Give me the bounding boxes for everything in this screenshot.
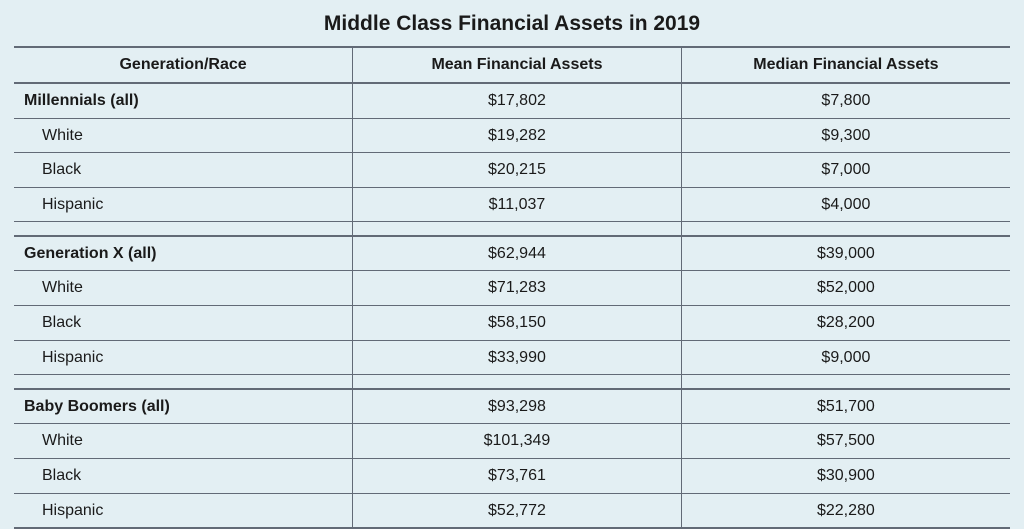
col-header-median: Median Financial Assets: [681, 47, 1010, 83]
page-title: Middle Class Financial Assets in 2019: [14, 12, 1010, 36]
cell-median: $7,000: [681, 153, 1010, 188]
table-row: Hispanic$52,772$22,280: [14, 493, 1010, 528]
cell-label: Hispanic: [14, 187, 353, 222]
assets-table: Generation/Race Mean Financial Assets Me…: [14, 46, 1010, 529]
spacer-row: [14, 375, 1010, 389]
table-row: White$71,283$52,000: [14, 271, 1010, 306]
cell-label: Hispanic: [14, 493, 353, 528]
cell-median: $22,280: [681, 493, 1010, 528]
cell-label: White: [14, 424, 353, 459]
table-header-row: Generation/Race Mean Financial Assets Me…: [14, 47, 1010, 83]
cell-mean: $71,283: [353, 271, 682, 306]
col-header-mean: Mean Financial Assets: [353, 47, 682, 83]
table-row: Hispanic$11,037$4,000: [14, 187, 1010, 222]
table-row: Black$58,150$28,200: [14, 306, 1010, 341]
cell-mean: $20,215: [353, 153, 682, 188]
cell-label: Generation X (all): [14, 236, 353, 271]
cell-label: Black: [14, 153, 353, 188]
cell-label: Black: [14, 458, 353, 493]
cell-mean: $93,298: [353, 389, 682, 424]
cell-mean: $58,150: [353, 306, 682, 341]
cell-label: Black: [14, 306, 353, 341]
cell-label: White: [14, 271, 353, 306]
cell-median: $7,800: [681, 83, 1010, 118]
cell-median: $39,000: [681, 236, 1010, 271]
table-row: Black$73,761$30,900: [14, 458, 1010, 493]
table-row: White$19,282$9,300: [14, 118, 1010, 153]
cell-mean: $33,990: [353, 340, 682, 375]
cell-mean: $17,802: [353, 83, 682, 118]
col-header-generation: Generation/Race: [14, 47, 353, 83]
cell-mean: $52,772: [353, 493, 682, 528]
spacer-row: [14, 222, 1010, 236]
table-row: Hispanic$33,990$9,000: [14, 340, 1010, 375]
cell-median: $9,000: [681, 340, 1010, 375]
cell-mean: $19,282: [353, 118, 682, 153]
cell-median: $4,000: [681, 187, 1010, 222]
cell-label: Millennials (all): [14, 83, 353, 118]
table-row: Black$20,215$7,000: [14, 153, 1010, 188]
cell-label: White: [14, 118, 353, 153]
cell-mean: $73,761: [353, 458, 682, 493]
table-row: Millennials (all)$17,802$7,800: [14, 83, 1010, 118]
cell-label: Hispanic: [14, 340, 353, 375]
table-row: White$101,349$57,500: [14, 424, 1010, 459]
table-row: Baby Boomers (all)$93,298$51,700: [14, 389, 1010, 424]
cell-mean: $101,349: [353, 424, 682, 459]
cell-median: $28,200: [681, 306, 1010, 341]
cell-median: $9,300: [681, 118, 1010, 153]
cell-mean: $11,037: [353, 187, 682, 222]
table-row: Generation X (all)$62,944$39,000: [14, 236, 1010, 271]
cell-median: $30,900: [681, 458, 1010, 493]
cell-median: $57,500: [681, 424, 1010, 459]
cell-median: $52,000: [681, 271, 1010, 306]
cell-label: Baby Boomers (all): [14, 389, 353, 424]
table-body: Millennials (all)$17,802$7,800White$19,2…: [14, 83, 1010, 528]
cell-median: $51,700: [681, 389, 1010, 424]
cell-mean: $62,944: [353, 236, 682, 271]
